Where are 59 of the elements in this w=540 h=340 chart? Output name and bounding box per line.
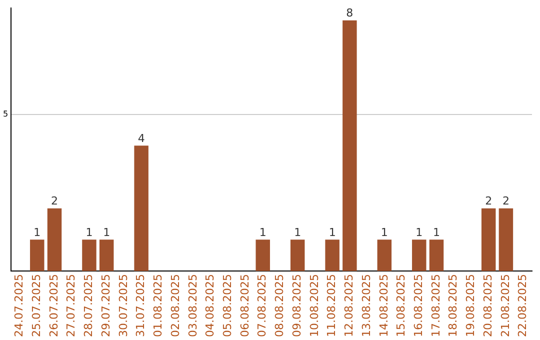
bar bbox=[47, 208, 62, 272]
x-tick-label: 25.07.2025 bbox=[30, 274, 43, 338]
data-label: 1 bbox=[34, 226, 41, 240]
data-label: 2 bbox=[502, 194, 510, 208]
data-label: 2 bbox=[51, 194, 58, 208]
x-tick-label: 14.08.2025 bbox=[377, 274, 390, 338]
data-label: 1 bbox=[433, 226, 440, 240]
bar bbox=[30, 240, 44, 272]
x-tick-label: 02.08.2025 bbox=[168, 274, 182, 338]
bar bbox=[377, 240, 392, 272]
bar bbox=[99, 240, 114, 272]
bar bbox=[342, 20, 357, 272]
x-tick-label: 09.08.2025 bbox=[290, 274, 304, 338]
x-tick-label: 16.08.2025 bbox=[412, 274, 425, 338]
y-tick-label: 5 bbox=[2, 109, 8, 118]
data-label: 1 bbox=[294, 226, 302, 240]
x-tick-label: 13.08.2025 bbox=[360, 274, 373, 338]
bar bbox=[82, 240, 96, 272]
x-tick-label: 27.07.2025 bbox=[64, 274, 78, 338]
x-tick-label: 01.08.2025 bbox=[152, 274, 165, 338]
x-tick-label: 03.08.2025 bbox=[186, 274, 200, 338]
x-tick-label: 07.08.2025 bbox=[256, 274, 269, 338]
x-tick-label: 17.08.2025 bbox=[429, 274, 442, 338]
bar bbox=[481, 208, 496, 272]
x-tick-label: 20.08.2025 bbox=[481, 274, 494, 338]
x-tick-label: 11.08.2025 bbox=[325, 274, 338, 338]
x-tick-label: 15.08.2025 bbox=[394, 274, 408, 338]
data-label: 8 bbox=[346, 6, 354, 20]
x-tick-label: 06.08.2025 bbox=[238, 274, 252, 338]
data-label: 1 bbox=[380, 226, 388, 240]
x-tick-label: 10.08.2025 bbox=[308, 274, 321, 338]
bar bbox=[498, 208, 514, 272]
bar bbox=[429, 240, 444, 272]
x-tick-label: 19.08.2025 bbox=[464, 274, 478, 338]
x-tick-label: 24.07.2025 bbox=[12, 274, 26, 338]
data-label: 1 bbox=[328, 226, 336, 240]
data-label: 1 bbox=[103, 226, 110, 240]
x-tick-label: 30.07.2025 bbox=[116, 274, 130, 338]
x-tick-label: 22.08.2025 bbox=[516, 274, 530, 338]
bar bbox=[134, 146, 148, 272]
x-tick-label: 05.08.2025 bbox=[220, 274, 234, 338]
x-tick-label: 28.07.2025 bbox=[82, 274, 96, 338]
x-tick-label: 08.08.2025 bbox=[273, 274, 286, 338]
x-tick-label: 21.08.2025 bbox=[498, 274, 512, 338]
x-tick-label: 26.07.2025 bbox=[47, 274, 60, 338]
bar bbox=[256, 240, 270, 272]
bar bbox=[290, 240, 305, 272]
x-tick-label: 04.08.2025 bbox=[204, 274, 217, 338]
data-label: 2 bbox=[485, 194, 492, 208]
x-tick-label: 29.07.2025 bbox=[99, 274, 112, 338]
data-label: 4 bbox=[138, 132, 145, 146]
x-tick-label: 31.07.2025 bbox=[134, 274, 148, 338]
data-label: 1 bbox=[259, 226, 266, 240]
data-label: 1 bbox=[86, 226, 93, 240]
data-label: 1 bbox=[416, 226, 423, 240]
x-tick-label: 12.08.2025 bbox=[342, 274, 356, 338]
bar bbox=[412, 240, 426, 272]
bar bbox=[325, 240, 340, 272]
x-tick-label: 18.08.2025 bbox=[446, 274, 460, 338]
